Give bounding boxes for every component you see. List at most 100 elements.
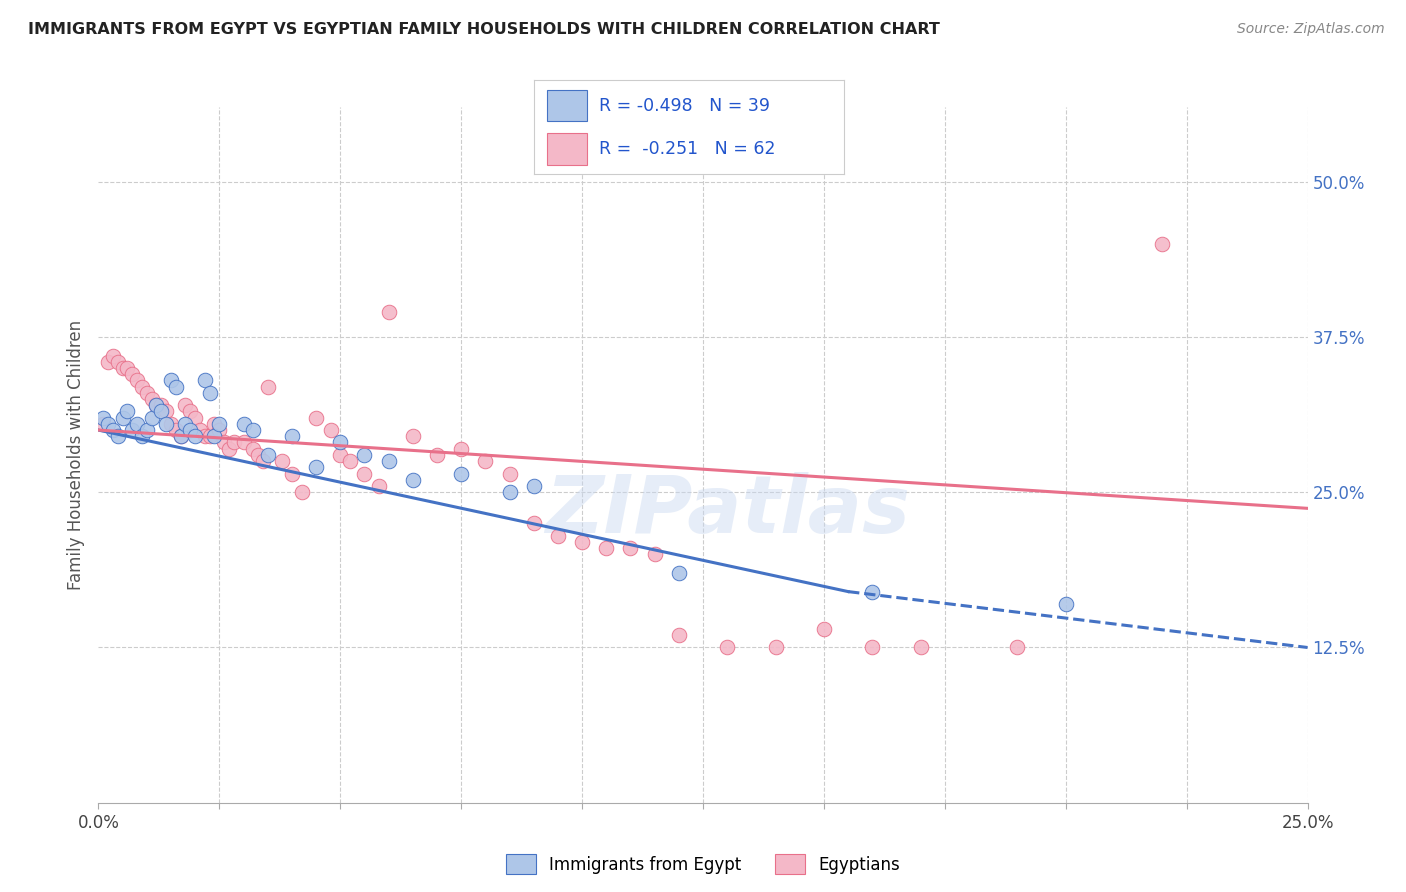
Point	[150, 404, 173, 418]
Point	[169, 429, 191, 443]
Point	[121, 367, 143, 381]
Point	[426, 448, 449, 462]
Point	[252, 454, 274, 468]
Point	[256, 448, 278, 462]
Point	[498, 467, 520, 481]
Point	[165, 423, 187, 437]
FancyBboxPatch shape	[547, 133, 586, 164]
Point	[242, 442, 264, 456]
Point	[242, 423, 264, 437]
Point	[155, 417, 177, 431]
Point	[91, 410, 114, 425]
Text: ZIPatlas: ZIPatlas	[544, 472, 910, 549]
Point	[498, 485, 520, 500]
Point	[281, 429, 304, 443]
Point	[232, 435, 254, 450]
Point	[198, 385, 221, 400]
Point	[208, 423, 231, 437]
Text: IMMIGRANTS FROM EGYPT VS EGYPTIAN FAMILY HOUSEHOLDS WITH CHILDREN CORRELATION CH: IMMIGRANTS FROM EGYPT VS EGYPTIAN FAMILY…	[28, 22, 941, 37]
Point	[281, 467, 304, 481]
Point	[160, 373, 183, 387]
Point	[97, 355, 120, 369]
Point	[329, 448, 352, 462]
Point	[377, 454, 399, 468]
Point	[169, 429, 191, 443]
Point	[107, 429, 129, 443]
Point	[165, 379, 187, 393]
Point	[155, 404, 177, 418]
Point	[188, 423, 211, 437]
Point	[184, 410, 207, 425]
Point	[212, 435, 235, 450]
Point	[145, 398, 167, 412]
Point	[111, 361, 134, 376]
Point	[247, 448, 270, 462]
Point	[353, 448, 375, 462]
Point	[97, 417, 120, 431]
Point	[716, 640, 738, 655]
Point	[117, 404, 139, 418]
Point	[194, 373, 217, 387]
Point	[450, 467, 472, 481]
Y-axis label: Family Households with Children: Family Households with Children	[66, 320, 84, 590]
Point	[141, 410, 163, 425]
Point	[135, 423, 157, 437]
Point	[910, 640, 932, 655]
Point	[765, 640, 787, 655]
Point	[644, 547, 666, 561]
Point	[184, 429, 207, 443]
Point	[668, 566, 690, 580]
Text: R = -0.498   N = 39: R = -0.498 N = 39	[599, 96, 770, 114]
Point	[402, 473, 425, 487]
Point	[111, 410, 134, 425]
Point	[160, 417, 183, 431]
Point	[101, 423, 124, 437]
Text: Source: ZipAtlas.com: Source: ZipAtlas.com	[1237, 22, 1385, 37]
Point	[450, 442, 472, 456]
Point	[179, 404, 201, 418]
Point	[232, 417, 254, 431]
Point	[208, 417, 231, 431]
Point	[619, 541, 641, 555]
Point	[131, 379, 153, 393]
Point	[198, 429, 221, 443]
Point	[329, 435, 352, 450]
Point	[131, 429, 153, 443]
Point	[668, 628, 690, 642]
Point	[1054, 597, 1077, 611]
Point	[377, 305, 399, 319]
Point	[547, 529, 569, 543]
Point	[117, 361, 139, 376]
Point	[290, 485, 312, 500]
Point	[141, 392, 163, 406]
Point	[150, 398, 173, 412]
Point	[127, 373, 149, 387]
FancyBboxPatch shape	[547, 89, 586, 121]
Point	[860, 584, 883, 599]
Point	[127, 417, 149, 431]
Point	[1007, 640, 1029, 655]
Point	[135, 385, 157, 400]
Point	[256, 379, 278, 393]
Point	[523, 516, 546, 531]
Point	[595, 541, 617, 555]
Point	[218, 442, 240, 456]
Text: R =  -0.251   N = 62: R = -0.251 N = 62	[599, 140, 776, 158]
Point	[174, 417, 197, 431]
Point	[813, 622, 835, 636]
Point	[121, 423, 143, 437]
Point	[107, 355, 129, 369]
Point	[179, 423, 201, 437]
Point	[1152, 236, 1174, 251]
Point	[194, 429, 217, 443]
Point	[174, 398, 197, 412]
Point	[353, 467, 375, 481]
Point	[305, 460, 328, 475]
Legend: Immigrants from Egypt, Egyptians: Immigrants from Egypt, Egyptians	[506, 855, 900, 874]
Point	[474, 454, 496, 468]
Point	[271, 454, 294, 468]
Point	[571, 535, 593, 549]
Point	[101, 349, 124, 363]
Point	[145, 398, 167, 412]
Point	[319, 423, 342, 437]
